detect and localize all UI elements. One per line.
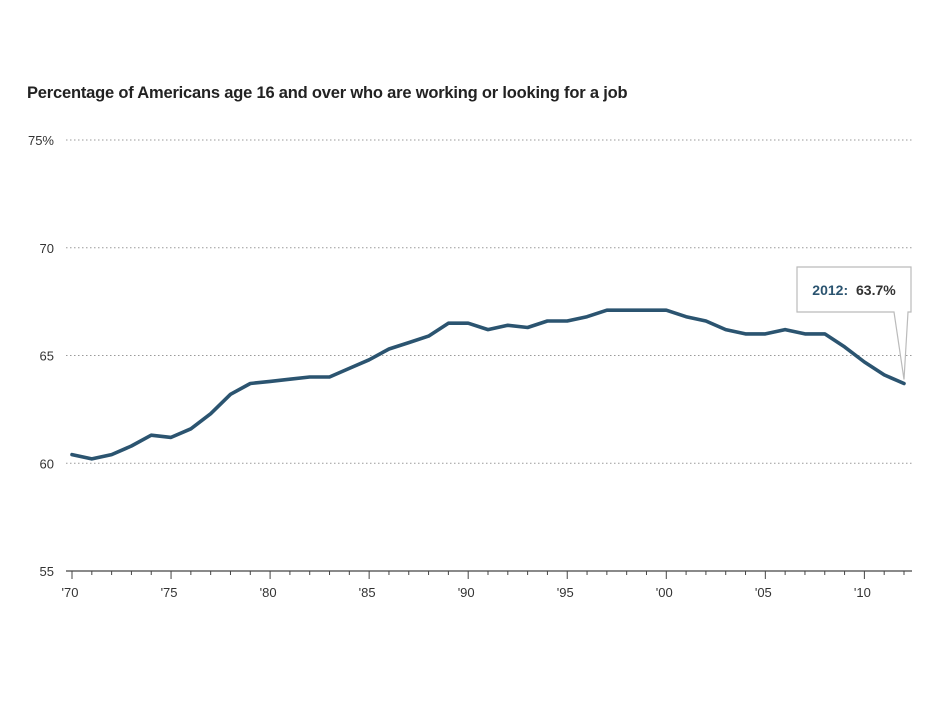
callout-value: 63.7% [856,282,896,298]
x-axis: '70 '75 '80 '85 '90 '95 '00 '05 '10 [62,570,912,600]
x-tick-label: '75 [161,585,178,600]
x-tick-label: '05 [755,585,772,600]
y-tick-label: 60 [40,456,54,471]
x-tick-label: '80 [260,585,277,600]
x-tick-label: '00 [656,585,673,600]
x-tick-label: '10 [854,585,871,600]
x-tick-label: '70 [62,585,79,600]
gridlines [66,139,912,464]
callout-label: 2012: 63.7% [812,282,896,298]
y-axis-tick-labels: 75% 70 65 60 55 [28,133,54,579]
series-line [70,308,906,461]
callout-year: 2012: [812,282,848,298]
y-tick-label: 55 [40,564,54,579]
y-tick-label: 75% [28,133,54,148]
chart-title: Percentage of Americans age 16 and over … [27,84,628,102]
x-tick-label: '95 [557,585,574,600]
callout-box [796,266,912,380]
x-tick-label: '90 [458,585,475,600]
callout: 2012: 63.7% [796,266,912,380]
y-tick-label: 65 [40,349,54,364]
y-tick-label: 70 [40,241,54,256]
x-tick-label: '85 [359,585,376,600]
